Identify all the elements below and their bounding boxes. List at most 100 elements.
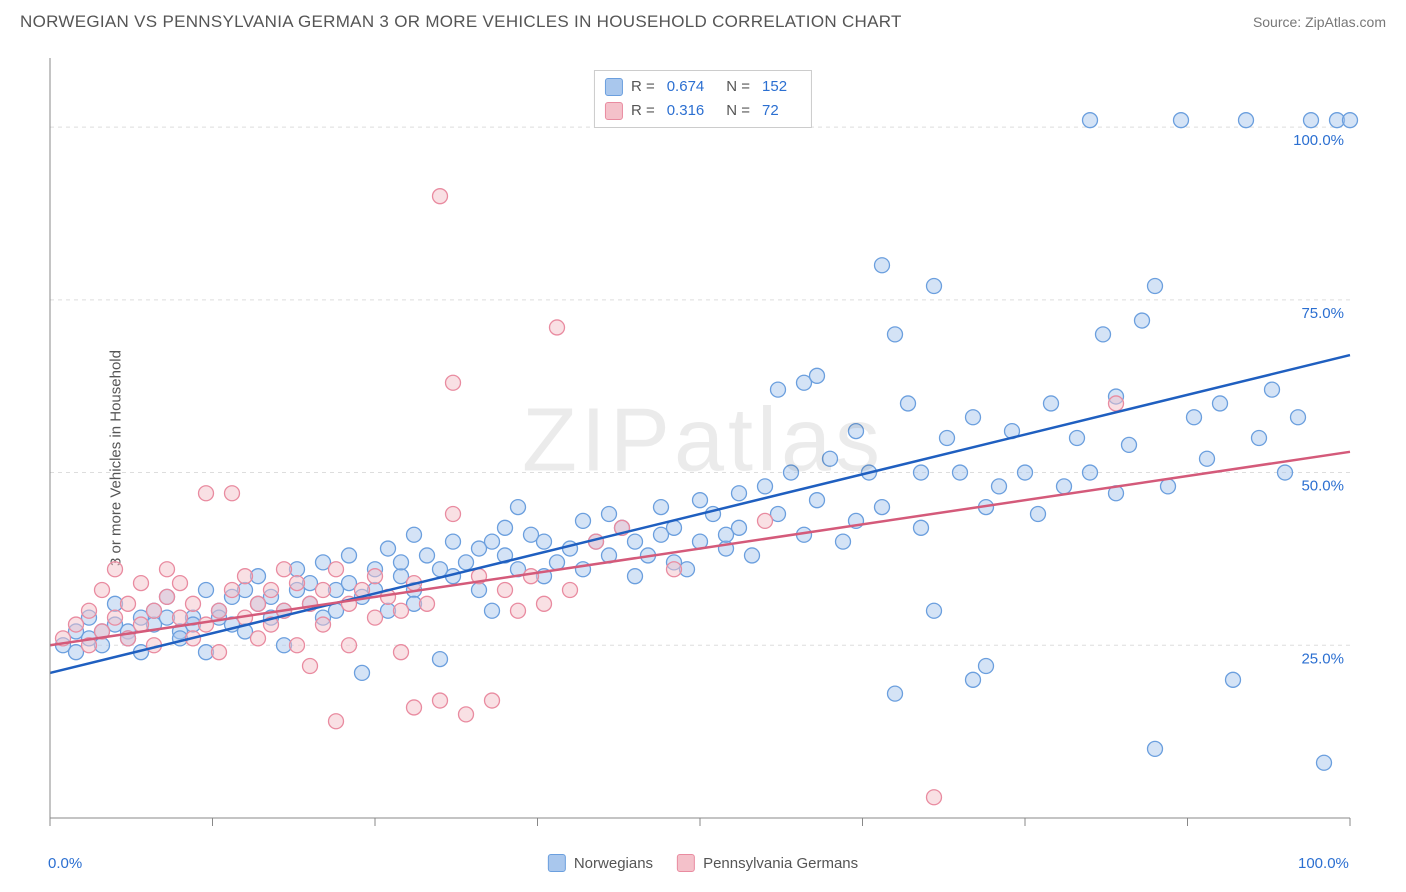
data-point <box>914 465 929 480</box>
data-point <box>1213 396 1228 411</box>
data-point <box>1200 451 1215 466</box>
data-point <box>433 652 448 667</box>
data-point <box>459 555 474 570</box>
chart-title: NORWEGIAN VS PENNSYLVANIA GERMAN 3 OR MO… <box>20 12 902 32</box>
data-point <box>927 279 942 294</box>
data-point <box>485 603 500 618</box>
data-point <box>966 672 981 687</box>
legend-label: Norwegians <box>574 855 653 872</box>
data-point <box>914 520 929 535</box>
data-point <box>1044 396 1059 411</box>
data-point <box>82 603 97 618</box>
source-label: Source: ZipAtlas.com <box>1253 14 1386 30</box>
data-point <box>979 659 994 674</box>
regression-line <box>50 355 1350 673</box>
data-point <box>134 576 149 591</box>
data-point <box>537 534 552 549</box>
data-point <box>1343 113 1358 128</box>
data-point <box>277 562 292 577</box>
data-point <box>420 596 435 611</box>
correlation-legend: R =0.674N =152R =0.316N =72 <box>594 70 812 128</box>
chart-container: 3 or more Vehicles in Household 25.0%50.… <box>0 38 1406 878</box>
data-point <box>173 610 188 625</box>
data-point <box>1018 465 1033 480</box>
data-point <box>732 486 747 501</box>
data-point <box>511 603 526 618</box>
data-point <box>628 569 643 584</box>
data-point <box>550 555 565 570</box>
data-point <box>329 562 344 577</box>
data-point <box>927 603 942 618</box>
data-point <box>1057 479 1072 494</box>
data-point <box>953 465 968 480</box>
data-point <box>1031 507 1046 522</box>
data-point <box>407 527 422 542</box>
data-point <box>108 610 123 625</box>
series-legend: Norwegians Pennsylvania Germans <box>548 854 858 872</box>
data-point <box>1083 113 1098 128</box>
data-point <box>433 693 448 708</box>
svg-text:25.0%: 25.0% <box>1301 650 1344 667</box>
data-point <box>199 583 214 598</box>
data-point <box>212 645 227 660</box>
data-point <box>654 500 669 515</box>
data-point <box>355 665 370 680</box>
legend-swatch <box>548 854 566 872</box>
data-point <box>186 596 201 611</box>
data-point <box>524 569 539 584</box>
data-point <box>290 576 305 591</box>
legend-item: Pennsylvania Germans <box>677 854 858 872</box>
data-point <box>199 617 214 632</box>
data-point <box>1278 465 1293 480</box>
data-point <box>875 258 890 273</box>
data-point <box>290 638 305 653</box>
data-point <box>485 693 500 708</box>
data-point <box>1265 382 1280 397</box>
data-point <box>758 513 773 528</box>
data-point <box>888 686 903 701</box>
data-point <box>576 513 591 528</box>
data-point <box>342 638 357 653</box>
scatter-chart: 25.0% 50.0% 75.0% 100.0% <box>40 38 1390 878</box>
data-point <box>628 534 643 549</box>
svg-text:100.0%: 100.0% <box>1293 132 1344 149</box>
data-point <box>407 700 422 715</box>
svg-text:50.0%: 50.0% <box>1301 478 1344 495</box>
data-point <box>160 562 175 577</box>
data-point <box>1317 755 1332 770</box>
data-point <box>1148 741 1163 756</box>
data-point <box>173 576 188 591</box>
data-point <box>199 486 214 501</box>
data-point <box>316 583 331 598</box>
data-point <box>940 431 955 446</box>
data-point <box>1252 431 1267 446</box>
data-point <box>602 507 617 522</box>
data-point <box>810 493 825 508</box>
svg-text:75.0%: 75.0% <box>1301 305 1344 322</box>
data-point <box>1109 396 1124 411</box>
data-point <box>1070 431 1085 446</box>
data-point <box>446 375 461 390</box>
data-point <box>901 396 916 411</box>
data-point <box>394 555 409 570</box>
data-point <box>95 583 110 598</box>
legend-swatch <box>605 102 623 120</box>
data-point <box>927 790 942 805</box>
data-point <box>1096 327 1111 342</box>
data-point <box>511 500 526 515</box>
data-point <box>1291 410 1306 425</box>
data-point <box>823 451 838 466</box>
data-point <box>121 596 136 611</box>
data-point <box>420 548 435 563</box>
data-point <box>1135 313 1150 328</box>
data-point <box>563 583 578 598</box>
data-point <box>433 189 448 204</box>
data-point <box>719 527 734 542</box>
data-point <box>316 617 331 632</box>
data-point <box>394 645 409 660</box>
data-point <box>888 327 903 342</box>
data-point <box>1187 410 1202 425</box>
data-point <box>303 659 318 674</box>
data-point <box>368 569 383 584</box>
data-point <box>667 562 682 577</box>
